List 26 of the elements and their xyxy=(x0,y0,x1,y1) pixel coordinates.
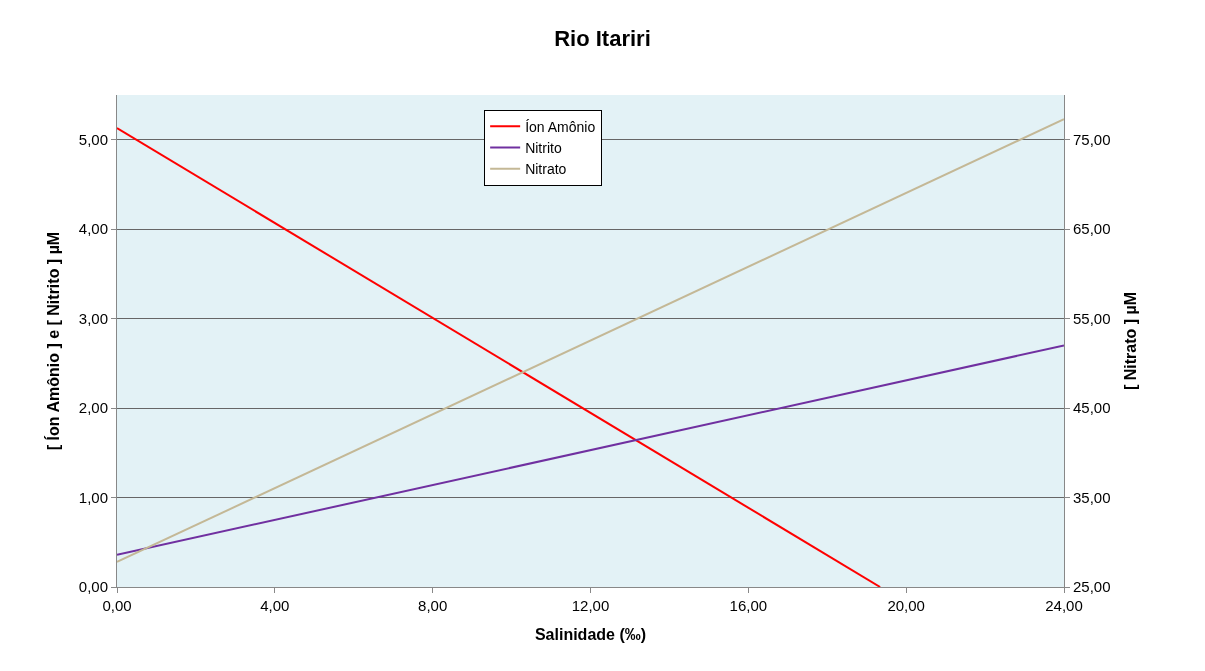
y2-tick-label: 45,00 xyxy=(1073,399,1111,417)
y2-tick-label: 35,00 xyxy=(1073,488,1111,506)
x-axis-title: Salinidade (‰) xyxy=(534,625,647,643)
y-tick-label: 3,00 xyxy=(78,309,108,327)
x-tick-label: 4,00 xyxy=(260,597,290,614)
y2-axis-title: [ Nitrato ] µM xyxy=(1122,291,1140,391)
legend-label: Íon Amônio xyxy=(525,118,596,135)
y-tick-label: 0,00 xyxy=(78,578,108,596)
x-tick-label: 0,00 xyxy=(102,597,132,614)
x-tick-label: 24,00 xyxy=(1045,597,1083,614)
x-tick-label: 20,00 xyxy=(887,597,925,614)
legend-label: Nitrato xyxy=(525,161,567,178)
chart-title: Rio Itariri xyxy=(554,25,651,51)
y-tick-label: 5,00 xyxy=(78,130,108,148)
y2-tick-label: 65,00 xyxy=(1073,220,1111,238)
x-tick-label: 12,00 xyxy=(571,597,610,614)
y2-tick-label: 55,00 xyxy=(1073,309,1111,327)
y-tick-label: 4,00 xyxy=(78,220,108,238)
x-tick-label: 16,00 xyxy=(729,597,768,614)
y2-tick-label: 75,00 xyxy=(1073,130,1111,148)
legend-label: Nitrito xyxy=(525,140,562,157)
x-tick-label: 8,00 xyxy=(418,597,448,614)
y2-tick-label: 25,00 xyxy=(1073,578,1111,596)
y-tick-label: 1,00 xyxy=(78,488,108,506)
y-axis-title: [ Íon Amônio ] e [ Nitrito ] µM xyxy=(43,231,62,451)
y-tick-label: 2,00 xyxy=(78,399,108,417)
